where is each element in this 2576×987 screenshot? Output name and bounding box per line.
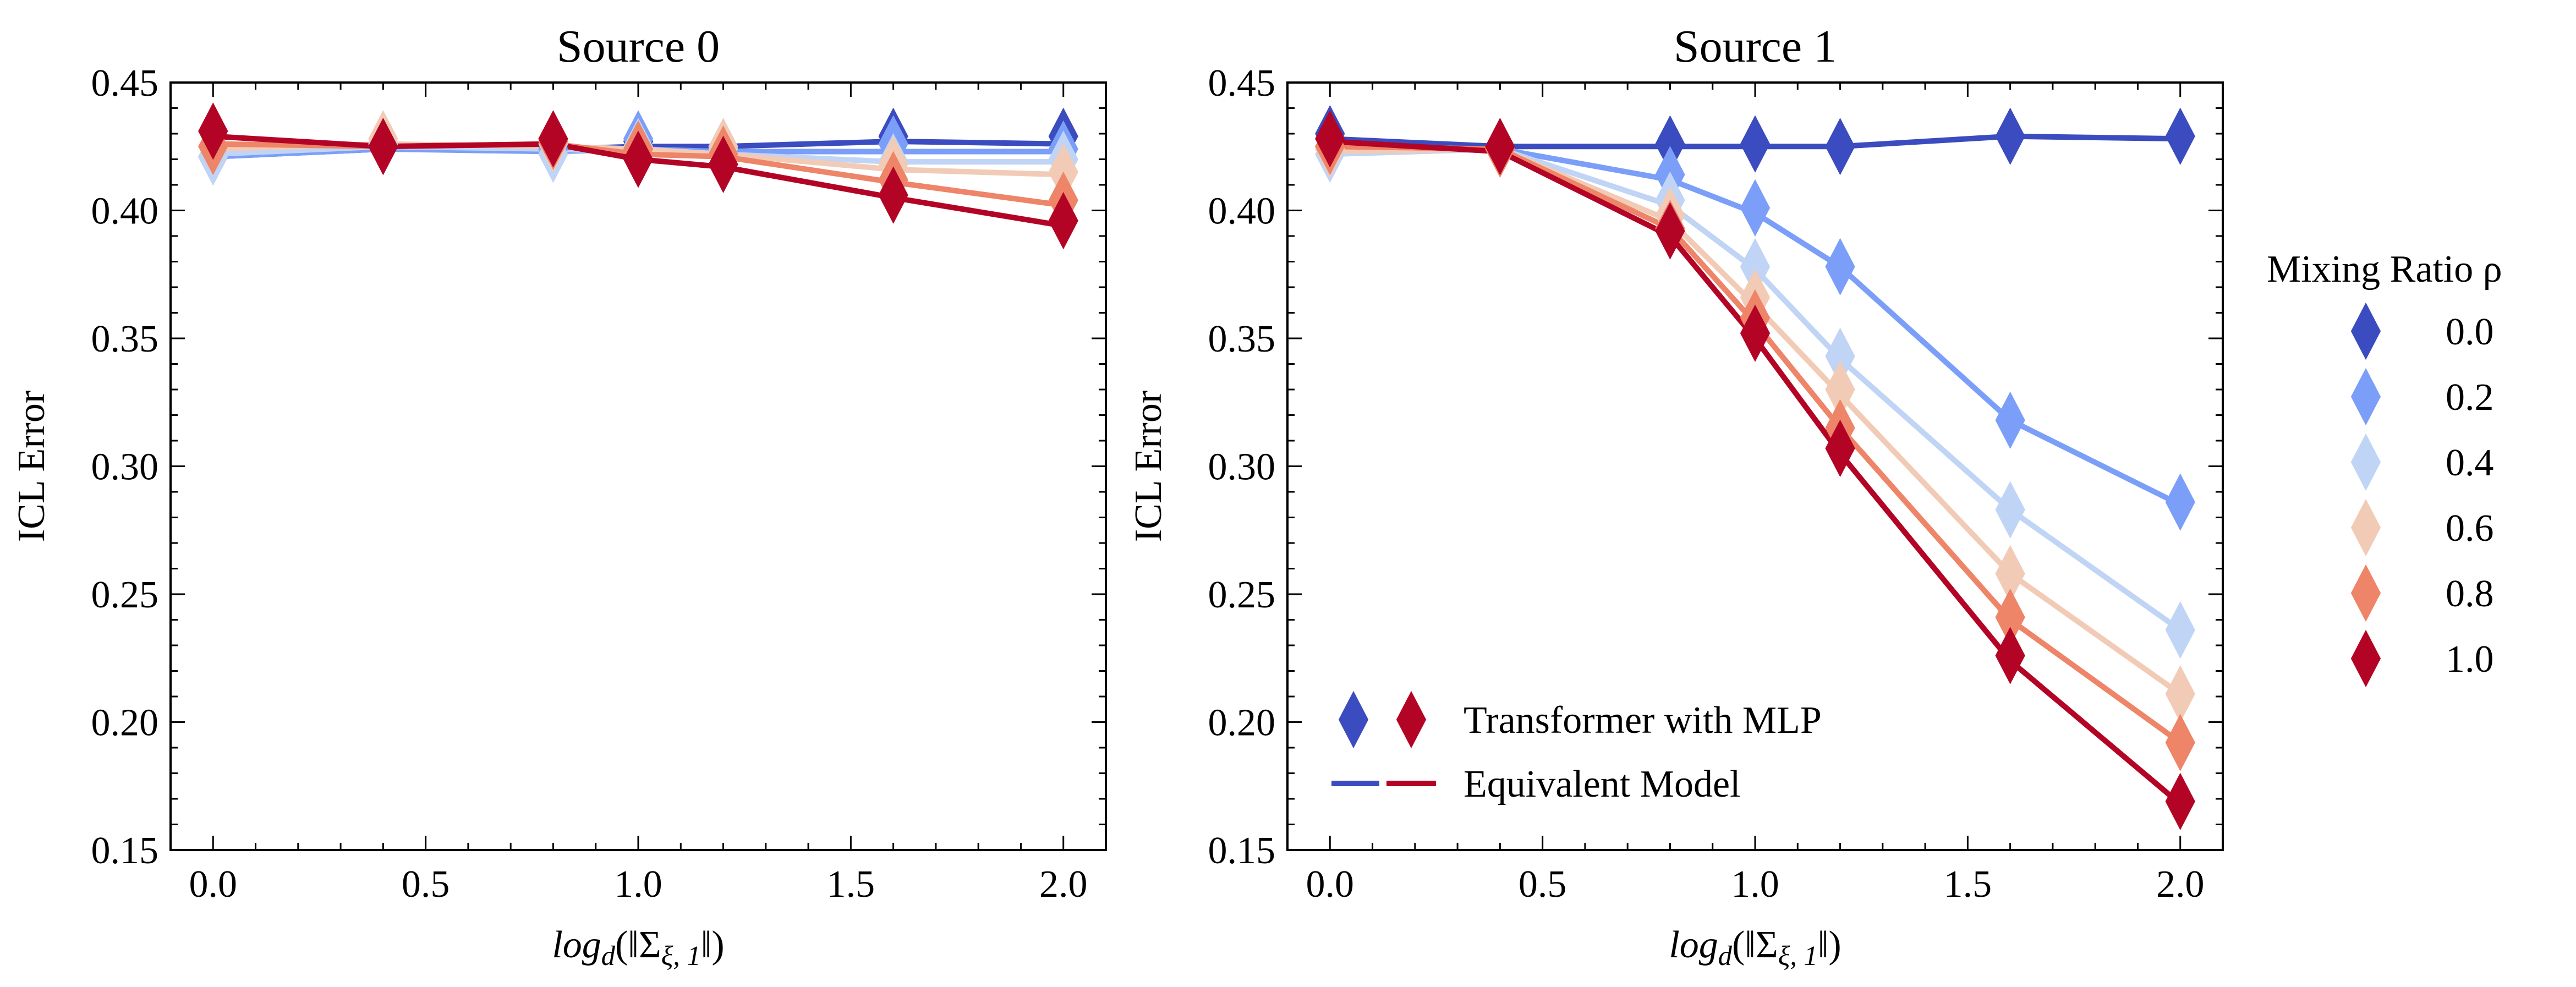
y-tick-label: 0.40 <box>1208 190 1276 233</box>
data-point-0.0 <box>2165 107 2195 165</box>
y-tick-label: 0.30 <box>1208 446 1276 489</box>
data-point-1.0 <box>1655 202 1685 260</box>
x-tick-label: 0.0 <box>189 863 238 906</box>
y-tick-label: 0.30 <box>91 446 159 489</box>
data-point-1.0 <box>878 166 908 224</box>
data-point-1.0 <box>2165 772 2195 830</box>
chart-panel-0: Source 0 0.0 0.5 1.0 1.5 2.0 0.15 0.20 0.25 0.30 0… <box>10 21 1107 971</box>
x-tick-label: 2.0 <box>2156 863 2205 906</box>
legend-marker-blue <box>1338 690 1369 749</box>
chart-title: Source 0 <box>557 21 720 72</box>
data-point-1.0 <box>1995 627 2025 684</box>
y-tick-label: 0.15 <box>1208 830 1276 872</box>
chart-panel-1: Source 1 0.0 0.5 1.0 1.5 2.0 0.15 0.20 0.25 0.30 0… <box>1127 21 2224 971</box>
x-tick-label: 0.5 <box>1519 863 1567 906</box>
data-point-1.0 <box>623 130 654 188</box>
y-tick-label: 0.25 <box>1208 574 1276 616</box>
data-point-1.0 <box>1740 304 1771 362</box>
y-axis-label: ICL Error <box>1127 391 1170 542</box>
legend-marker-0.2 <box>2350 368 2381 426</box>
x-tick-label: 1.5 <box>1944 863 1992 906</box>
data-point-1.0 <box>708 135 738 193</box>
legend-entry-label: 0.6 <box>2446 507 2494 550</box>
data-point-0.4 <box>2165 601 2195 659</box>
data-point-1.0 <box>198 102 228 160</box>
axes-frame <box>169 81 1107 851</box>
data-point-1.0 <box>368 118 398 176</box>
data-point-0.0 <box>1740 115 1771 173</box>
y-tick-label: 0.35 <box>91 318 159 360</box>
data-point-0.6 <box>2165 665 2195 723</box>
data-point-1.0 <box>538 110 568 168</box>
axes-frame <box>1286 81 2224 851</box>
data-point-0.4 <box>1995 481 2025 539</box>
x-tick-label: 1.5 <box>827 863 875 906</box>
legend-marker-red <box>1396 690 1427 749</box>
data-point-0.2 <box>1825 238 1855 295</box>
data-point-0.2 <box>1995 391 2025 449</box>
y-tick-label: 0.15 <box>91 830 159 872</box>
ticks <box>171 81 1106 851</box>
data-point-1.0 <box>1485 118 1515 176</box>
data-point-1.0 <box>1315 110 1345 168</box>
y-tick-label: 0.40 <box>91 190 159 233</box>
legend-markers-label: Transformer with MLP <box>1464 699 1822 742</box>
legend-marker-0.0 <box>2350 302 2381 360</box>
x-axis-label: logd(‖Σξ, 1‖) <box>1669 924 1841 971</box>
legend-marker-0.6 <box>2350 498 2381 557</box>
y-axis-label: ICL Error <box>10 391 53 542</box>
plot-area <box>198 102 1078 250</box>
mixing-ratio-legend: Mixing Ratio ρ 0.0 0.2 0.4 0.6 0.8 1.0 <box>2267 248 2502 688</box>
y-tick-label: 0.45 <box>1208 62 1276 105</box>
legend-entry-label: 0.4 <box>2446 442 2494 484</box>
y-tick-label: 0.20 <box>1208 702 1276 744</box>
legend-marker-0.4 <box>2350 433 2381 491</box>
inner-legend: Transformer with MLP Equivalent Model <box>1331 690 1822 805</box>
y-tick-label: 0.35 <box>1208 318 1276 360</box>
data-point-0.8 <box>2165 714 2195 771</box>
data-point-0.0 <box>1825 118 1855 176</box>
legend-entry-label: 0.2 <box>2446 376 2494 419</box>
legend-entry-label: 0.0 <box>2446 311 2494 353</box>
x-tick-label: 1.0 <box>614 863 662 906</box>
plot-area <box>1315 105 2195 830</box>
legend-entry-label: 0.8 <box>2446 573 2494 615</box>
chart-title: Source 1 <box>1674 21 1837 72</box>
data-point-0.2 <box>2165 473 2195 531</box>
y-tick-label: 0.45 <box>91 62 159 105</box>
x-tick-label: 1.0 <box>1731 863 1779 906</box>
y-tick-label: 0.20 <box>91 702 159 744</box>
legend-lines-label: Equivalent Model <box>1464 763 1741 805</box>
legend-entry-label: 1.0 <box>2446 638 2494 681</box>
x-tick-label: 2.0 <box>1039 863 1088 906</box>
x-axis-label: logd(‖Σξ, 1‖) <box>552 924 724 971</box>
data-point-0.2 <box>1740 179 1771 237</box>
legend-marker-0.8 <box>2350 564 2381 622</box>
data-point-1.0 <box>1825 419 1855 478</box>
legend-title: Mixing Ratio ρ <box>2267 248 2502 290</box>
y-tick-label: 0.25 <box>91 574 159 616</box>
x-tick-label: 0.5 <box>402 863 450 906</box>
legend-marker-1.0 <box>2350 629 2381 688</box>
x-tick-label: 0.0 <box>1306 863 1355 906</box>
data-point-1.0 <box>1048 191 1078 250</box>
data-point-0.0 <box>1995 107 2025 165</box>
